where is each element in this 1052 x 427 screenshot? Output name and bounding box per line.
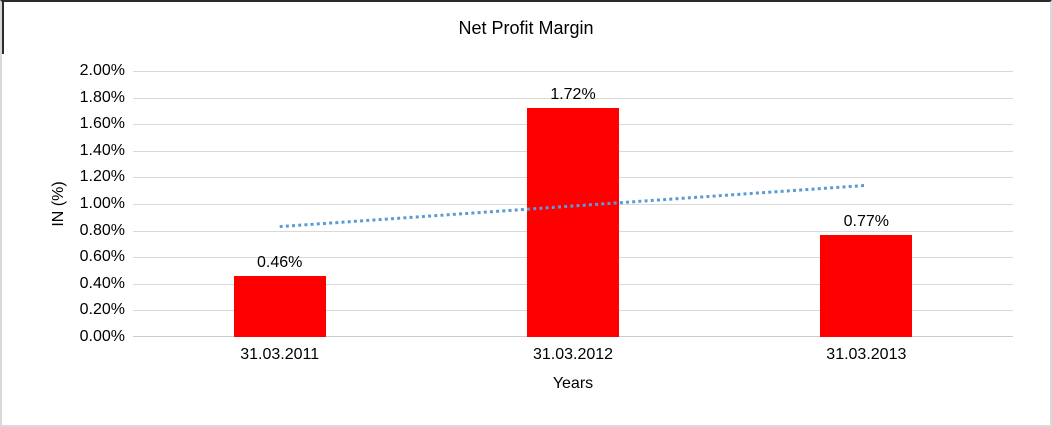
bar-31.03.2011 bbox=[233, 275, 326, 337]
bar-data-label: 0.77% bbox=[843, 212, 890, 230]
y-tick-label: 0.60% bbox=[79, 248, 125, 266]
y-tick-label: 1.00% bbox=[79, 195, 125, 212]
y-tick-label: 1.80% bbox=[79, 88, 125, 106]
gridline bbox=[133, 71, 1013, 72]
bar-data-label: 0.46% bbox=[256, 253, 303, 271]
chart-title: Net Profit Margin bbox=[458, 18, 594, 38]
bar-31.03.2012 bbox=[527, 108, 619, 337]
x-tick-label: 31.03.2011 bbox=[240, 346, 320, 363]
x-axis-title: Years bbox=[552, 375, 594, 392]
bar-31.03.2013 bbox=[820, 234, 913, 337]
y-tick-label: 0.20% bbox=[79, 301, 125, 319]
y-tick-label: 1.60% bbox=[79, 115, 125, 133]
y-tick-label: 0.40% bbox=[79, 274, 125, 292]
y-tick-label: 0.00% bbox=[79, 328, 125, 345]
gridline bbox=[133, 97, 1013, 99]
y-tick-label: 0.80% bbox=[79, 221, 125, 239]
y-tick-label: 2.00% bbox=[79, 62, 125, 79]
y-tick-label: 1.20% bbox=[79, 168, 125, 186]
y-tick-label: 1.40% bbox=[79, 141, 125, 159]
x-tick-label: 31.03.2012 bbox=[532, 346, 614, 363]
plot-area: 0.46% 1.72% 0.77% bbox=[133, 71, 1013, 337]
x-tick-label: 31.03.2013 bbox=[826, 346, 907, 363]
bar-data-label: 1.72% bbox=[550, 86, 596, 104]
